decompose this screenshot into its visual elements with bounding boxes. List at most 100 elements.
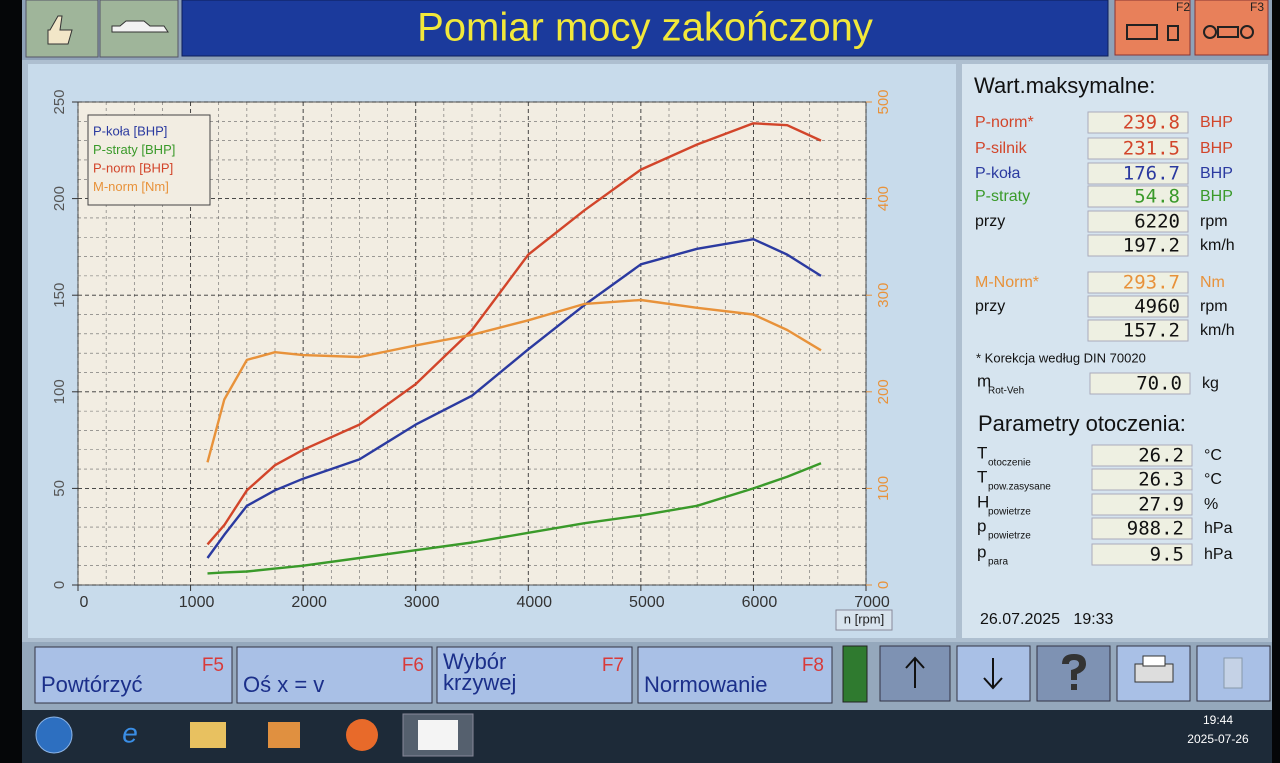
value-box [1087,162,1189,185]
y2-tick-label: 100 [875,476,892,501]
x-tick-label: 0 [80,594,89,611]
explorer-icon[interactable] [190,722,226,748]
row-subscript: powietrze [988,507,1031,518]
value-box [1087,319,1189,342]
y-tick-label: 50 [51,480,68,497]
printer-icon [1134,663,1174,683]
row-value: 4960 [1134,296,1180,318]
row-value: 70.0 [1136,373,1182,395]
row-symbol: T [977,443,987,462]
function-label: Powtórzyć [41,672,142,697]
row-subscript: otoczenie [988,458,1031,469]
x-tick-label: 5000 [629,594,665,611]
y2-tick-label: 500 [875,89,892,114]
row-unit: hPa [1204,520,1233,537]
f3-key: F3 [1250,0,1264,14]
f3-icon [1203,25,1217,39]
x-tick-label: 2000 [291,594,327,611]
f3-icon [1217,26,1239,38]
series-line [206,238,822,559]
row-unit: BHP [1200,188,1233,205]
row-value: 176.7 [1123,163,1180,185]
function-button[interactable] [436,646,633,704]
function-key: F7 [602,655,624,676]
row-subscript: para [988,557,1008,568]
printer-icon [1142,655,1166,667]
section-title: Parametry otoczenia: [978,411,1186,436]
disabled-icon [1223,657,1243,689]
row-unit: kg [1202,375,1219,392]
row-subscript: pow.zasysane [988,482,1051,493]
f2-icon [1126,24,1158,40]
value-box [1091,493,1193,516]
app-icon [418,720,458,750]
row-symbol: p [977,516,986,535]
clock-time: 19:44 [1203,713,1233,727]
value-box [1091,444,1193,467]
x-tick-label: 4000 [516,594,552,611]
row-symbol: T [977,467,987,486]
row-unit: BHP [1200,114,1233,131]
row-label: przy [975,298,1005,315]
row-value: 231.5 [1123,138,1180,160]
value-box [1091,468,1193,491]
value-box [1087,111,1189,134]
row-label: P-norm* [975,114,1034,131]
function-key: F8 [802,655,824,676]
value-box [1087,185,1189,208]
y-tick-label: 100 [51,379,68,404]
row-label: P-silnik [975,140,1028,157]
start-button[interactable] [35,716,73,754]
row-value: 197.2 [1123,235,1180,257]
row-unit: BHP [1200,165,1233,182]
function-button[interactable] [236,646,433,704]
row-label: M-Norm* [975,274,1039,291]
row-value: 9.5 [1150,544,1184,566]
clock-date: 2025-07-26 [1187,732,1249,746]
value-box [1087,210,1189,233]
row-value: 54.8 [1134,186,1180,208]
value-box [1087,295,1189,318]
value-box [1087,234,1189,257]
function-label: Normowanie [644,672,768,697]
down-icon [983,658,1003,690]
legend-box [87,114,211,206]
row-value: 26.3 [1138,469,1184,491]
row-unit: Nm [1200,274,1225,291]
function-key: F5 [202,655,224,676]
value-box [1091,517,1193,540]
function-label: Wybór [443,649,506,674]
media-icon[interactable] [268,722,300,748]
y2-tick-label: 300 [875,283,892,308]
results-panel [962,64,1268,638]
x-axis-label-box [835,609,893,631]
row-subscript: powietrze [988,531,1031,542]
taskbar [22,710,1272,763]
y-tick-label: 0 [51,581,68,589]
function-label: krzywej [443,670,516,695]
legend-entry: P-straty [BHP] [93,142,175,157]
y2-tick-label: 200 [875,379,892,404]
note: * Korekcja według DIN 70020 [976,350,1146,365]
value-box [1087,271,1189,294]
row-unit: hPa [1204,546,1233,563]
legend-entry: P-norm [BHP] [93,160,173,175]
row-value: 157.2 [1123,320,1180,342]
value-box [1087,137,1189,160]
thumbs-up-icon [47,15,73,45]
timestamp: 26.07.2025 19:33 [980,611,1114,628]
help-icon [1062,654,1086,690]
row-symbol: p [977,542,986,561]
function-button[interactable] [34,646,233,704]
results: Wart.maksymalne: P-norm* 239.8 BHP P-silnik 2… [974,73,1235,628]
row-unit: °C [1204,447,1222,464]
firefox-icon[interactable] [346,719,378,751]
browser-icon[interactable]: e [122,717,138,748]
ok-button[interactable] [25,0,99,58]
x-tick-label: 7000 [854,594,890,611]
up-icon [905,656,925,688]
function-button[interactable] [637,646,833,704]
